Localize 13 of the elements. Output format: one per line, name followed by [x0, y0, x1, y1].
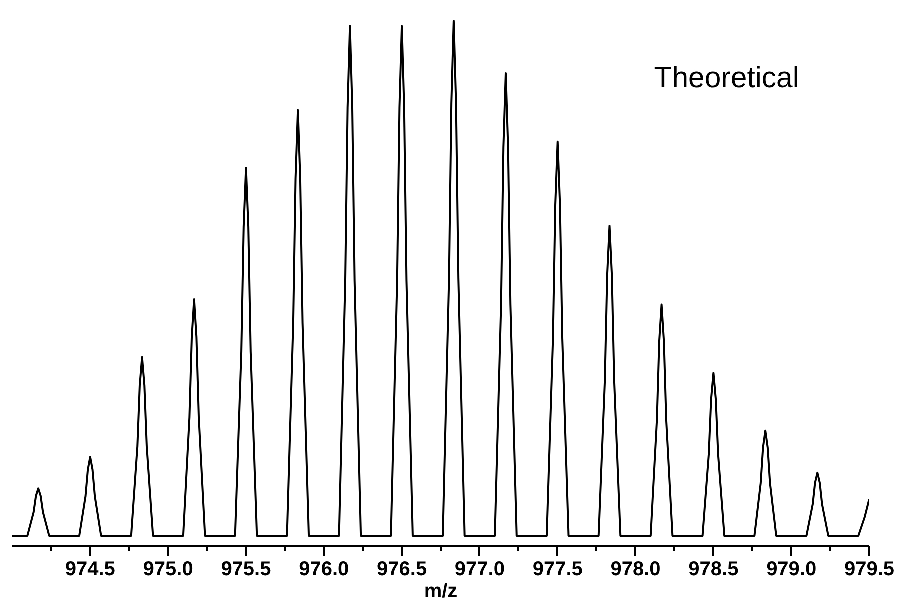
x-tick-label: 978.5: [688, 558, 739, 580]
x-tick-label: 975.5: [221, 558, 272, 580]
x-axis-title: m/z: [424, 580, 458, 602]
x-tick-label: 977.5: [532, 558, 583, 580]
x-tick-label: 976.5: [377, 558, 428, 580]
x-tick-label: 976.0: [299, 558, 350, 580]
x-tick-label: 978.0: [610, 558, 661, 580]
annotation: Theoretical: [654, 62, 800, 95]
x-tick-label: 979.0: [766, 558, 817, 580]
x-tick-label: 977.0: [454, 558, 505, 580]
x-tick-label: 975.0: [143, 558, 194, 580]
x-tick-label: 974.5: [65, 558, 116, 580]
x-tick-label: 979.5: [844, 558, 895, 580]
